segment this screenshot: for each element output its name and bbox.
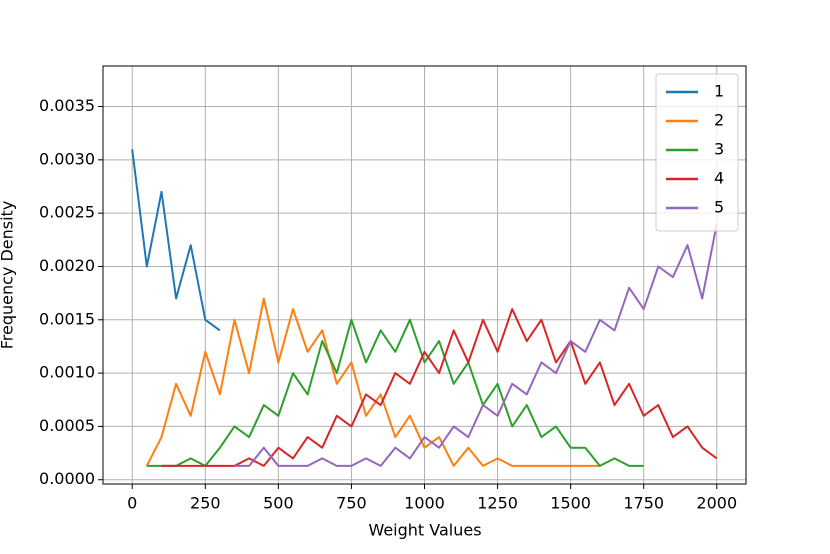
plot-frame — [102, 65, 747, 485]
legend-label: 2 — [714, 111, 724, 130]
series-line — [234, 223, 718, 467]
x-tick-label: 0 — [127, 494, 137, 513]
x-tick-label: 500 — [263, 494, 294, 513]
legend-box — [655, 73, 739, 232]
series-line — [131, 149, 221, 332]
y-tick-label: 0.0025 — [39, 203, 95, 222]
y-tick-label: 0.0000 — [39, 469, 95, 488]
y-axis-label: Frequency Density — [0, 201, 17, 350]
x-tick-label: 2000 — [696, 494, 737, 513]
legend-label: 3 — [714, 140, 724, 159]
x-tick-label: 750 — [336, 494, 367, 513]
y-tick-label: 0.0010 — [39, 363, 95, 382]
y-tick-label: 0.0030 — [39, 149, 95, 168]
legend: 1 2 3 4 5 — [655, 73, 739, 232]
y-tick-label: 0.0020 — [39, 256, 95, 275]
y-tick-label: 0.0015 — [39, 309, 95, 328]
x-axis-label: Weight Values — [368, 521, 481, 540]
legend-label: 4 — [714, 169, 724, 188]
x-tick-label: 250 — [190, 494, 221, 513]
x-tick-label: 1250 — [477, 494, 518, 513]
y-tick-label: 0.0005 — [39, 416, 95, 435]
series-line — [146, 318, 644, 467]
y-tick-label: 0.0035 — [39, 96, 95, 115]
legend-label: 5 — [714, 198, 724, 217]
legend-label: 1 — [714, 82, 724, 101]
x-tick-label: 1750 — [623, 494, 664, 513]
series-line — [161, 308, 718, 467]
x-tick-label: 1500 — [550, 494, 591, 513]
series-line — [145, 297, 600, 467]
x-tick-label: 1000 — [404, 494, 445, 513]
